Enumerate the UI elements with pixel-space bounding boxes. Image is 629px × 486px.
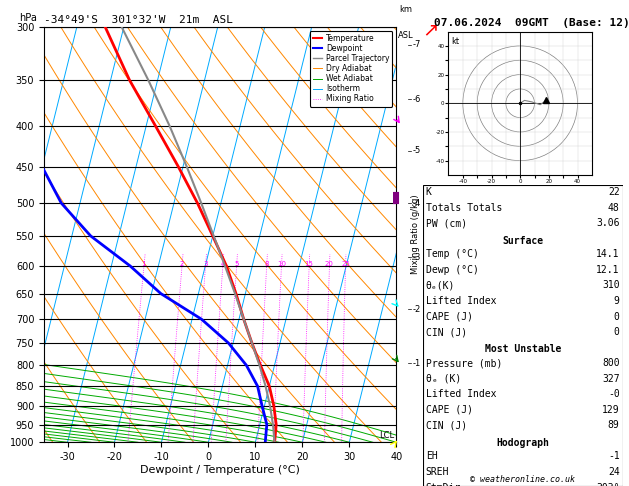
Text: CIN (J): CIN (J) <box>426 327 467 337</box>
Text: CAPE (J): CAPE (J) <box>426 312 473 322</box>
Text: 303°: 303° <box>596 483 620 486</box>
Text: 0: 0 <box>614 327 620 337</box>
Text: kt: kt <box>452 37 460 46</box>
Text: 24: 24 <box>608 467 620 477</box>
Text: ↗: ↗ <box>423 20 439 39</box>
Text: -3: -3 <box>413 253 421 262</box>
Text: 0: 0 <box>614 312 620 322</box>
Text: -5: -5 <box>413 146 421 156</box>
Text: -0: -0 <box>608 389 620 399</box>
Text: -34°49'S  301°32'W  21m  ASL: -34°49'S 301°32'W 21m ASL <box>44 15 233 25</box>
Text: -2: -2 <box>413 305 421 313</box>
Text: km: km <box>399 5 412 14</box>
Text: θₑ (K): θₑ (K) <box>426 374 461 384</box>
Text: Hodograph: Hodograph <box>496 438 549 448</box>
Text: Surface: Surface <box>502 236 543 245</box>
Text: -7: -7 <box>413 40 421 49</box>
Text: -6: -6 <box>413 95 421 104</box>
Text: Temp (°C): Temp (°C) <box>426 249 479 260</box>
Text: Dewp (°C): Dewp (°C) <box>426 265 479 275</box>
Text: © weatheronline.co.uk: © weatheronline.co.uk <box>470 474 575 484</box>
Text: Pressure (mb): Pressure (mb) <box>426 358 502 368</box>
Text: 15: 15 <box>304 261 314 267</box>
Text: 327: 327 <box>602 374 620 384</box>
Text: StmDir: StmDir <box>426 483 461 486</box>
Text: θₑ(K): θₑ(K) <box>426 280 455 291</box>
Text: 25: 25 <box>341 261 350 267</box>
Text: 310: 310 <box>602 280 620 291</box>
Text: hPa: hPa <box>19 13 37 22</box>
Text: 129: 129 <box>602 405 620 415</box>
Text: -1: -1 <box>608 451 620 462</box>
Text: 07.06.2024  09GMT  (Base: 12): 07.06.2024 09GMT (Base: 12) <box>434 18 629 29</box>
Text: 9: 9 <box>614 296 620 306</box>
Text: Lifted Index: Lifted Index <box>426 296 496 306</box>
Legend: Temperature, Dewpoint, Parcel Trajectory, Dry Adiabat, Wet Adiabat, Isotherm, Mi: Temperature, Dewpoint, Parcel Trajectory… <box>310 31 392 106</box>
Text: ASL: ASL <box>398 31 413 40</box>
Text: LCL: LCL <box>379 432 394 440</box>
Text: K: K <box>426 187 431 197</box>
Text: 3: 3 <box>203 261 208 267</box>
Text: -4: -4 <box>413 199 421 208</box>
Text: 2: 2 <box>180 261 184 267</box>
Text: Mixing Ratio (g/kg): Mixing Ratio (g/kg) <box>411 195 420 274</box>
Text: PW (cm): PW (cm) <box>426 218 467 228</box>
Text: 10: 10 <box>277 261 286 267</box>
Text: 3.06: 3.06 <box>596 218 620 228</box>
Text: 22: 22 <box>608 187 620 197</box>
Text: 14.1: 14.1 <box>596 249 620 260</box>
Text: EH: EH <box>426 451 438 462</box>
Text: 4: 4 <box>221 261 225 267</box>
Text: 1: 1 <box>142 261 146 267</box>
Text: 5: 5 <box>235 261 239 267</box>
Text: Most Unstable: Most Unstable <box>484 345 561 354</box>
Text: 800: 800 <box>602 358 620 368</box>
Text: Lifted Index: Lifted Index <box>426 389 496 399</box>
Text: SREH: SREH <box>426 467 449 477</box>
Text: 20: 20 <box>325 261 334 267</box>
Text: 12.1: 12.1 <box>596 265 620 275</box>
Text: -1: -1 <box>413 359 421 367</box>
Text: CIN (J): CIN (J) <box>426 420 467 431</box>
Text: 8: 8 <box>264 261 269 267</box>
X-axis label: Dewpoint / Temperature (°C): Dewpoint / Temperature (°C) <box>140 465 300 475</box>
Text: Totals Totals: Totals Totals <box>426 203 502 213</box>
Text: 48: 48 <box>608 203 620 213</box>
Text: 89: 89 <box>608 420 620 431</box>
Text: CAPE (J): CAPE (J) <box>426 405 473 415</box>
